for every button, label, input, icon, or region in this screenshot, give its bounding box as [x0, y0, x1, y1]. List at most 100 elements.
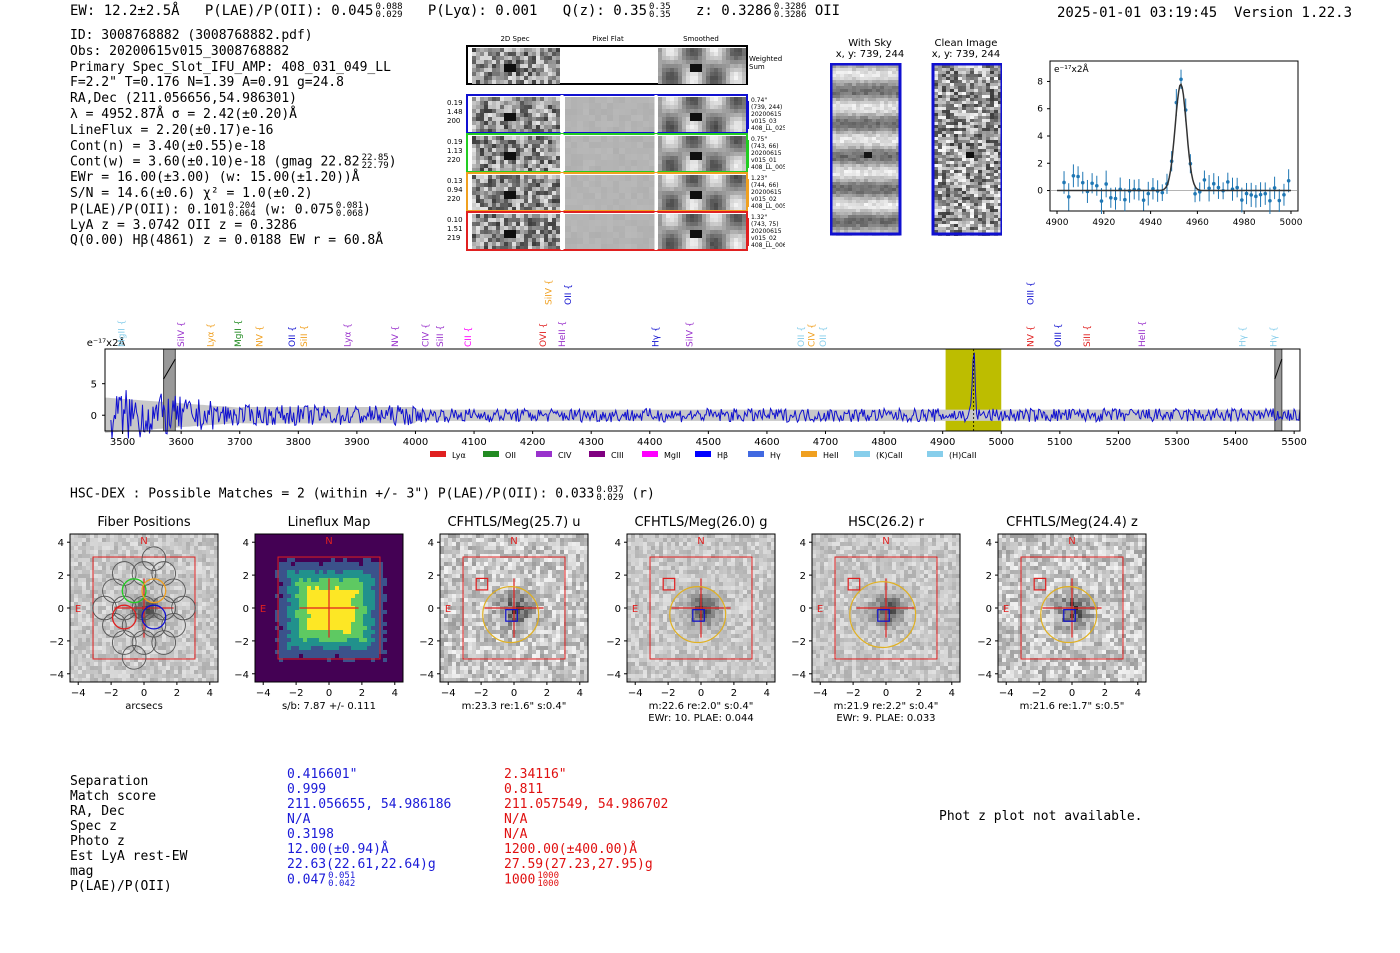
cutout-pixel	[90, 674, 94, 678]
cutout-pixel	[583, 205, 589, 211]
sky-pixel	[876, 170, 880, 173]
cutout-pixel	[730, 117, 734, 121]
clean-pixel	[994, 137, 998, 140]
clean-pixel	[938, 89, 942, 92]
cutout-pixel	[492, 72, 496, 76]
cutout-pixel	[714, 226, 718, 230]
sky-pixel	[872, 122, 876, 125]
cutout-pixel	[94, 566, 98, 570]
sky-pixel	[892, 77, 896, 80]
cutout-pixel	[619, 175, 625, 181]
sky-pixel	[884, 119, 888, 122]
cutout-pixel	[516, 121, 520, 125]
cutout-pixel	[577, 127, 583, 133]
cutout-pixel	[565, 142, 571, 148]
sky-pixel	[880, 92, 884, 95]
cutout-pixel	[528, 175, 532, 179]
clean-pixel	[950, 83, 954, 86]
spectrum-line-label: OII {	[797, 326, 807, 347]
cutout-pixel	[524, 48, 528, 52]
sky-pixel	[836, 89, 840, 92]
cutout-pixel	[607, 181, 613, 187]
sky-pixel	[832, 104, 836, 107]
clean-pixel	[986, 200, 990, 203]
clean-pixel	[978, 116, 982, 119]
cutout-pixel	[520, 218, 524, 222]
clean-image-label: Clean Image	[934, 38, 998, 49]
spectrum-xtick-label: 4700	[813, 437, 838, 448]
cutout-pixel	[682, 56, 686, 60]
clean-pixel	[966, 89, 970, 92]
sky-pixel	[836, 194, 840, 197]
cutout-pixel	[536, 64, 540, 68]
cutout-pixel	[78, 570, 82, 574]
sky-pixel	[864, 188, 868, 191]
clean-pixel	[962, 128, 966, 131]
cutout-pixel	[548, 125, 552, 129]
cutout-pixel	[625, 238, 631, 244]
sky-pixel	[852, 125, 856, 128]
cutout-pixel	[516, 168, 520, 172]
cutout-pixel	[726, 125, 730, 129]
zoom-data-point	[1193, 191, 1197, 196]
cutout-pixel	[528, 214, 532, 218]
clean-pixel	[998, 101, 1002, 104]
sky-pixel	[876, 179, 880, 182]
clean-pixel	[986, 215, 990, 218]
cutout-pixel	[678, 148, 682, 152]
sky-pixel	[868, 128, 872, 131]
cutout-pixel	[492, 203, 496, 207]
info-fit: F=2.2" T=0.176 N=1.39 A=0.91 g=24.8	[70, 75, 344, 91]
sky-pixel	[876, 185, 880, 188]
cutout-pixel	[710, 144, 714, 148]
sky-pixel	[892, 110, 896, 113]
cutout-pixel	[512, 97, 516, 101]
sky-pixel	[896, 119, 900, 122]
cutout-pixel	[520, 48, 524, 52]
zoom-data-point	[1254, 194, 1258, 199]
zoom-data-point	[1113, 196, 1118, 201]
cutout-pixel	[714, 175, 718, 179]
cutout-pixel	[686, 56, 690, 60]
cutout-pixel	[726, 226, 730, 230]
clean-pixel	[982, 206, 986, 209]
cutout-pixel	[710, 214, 714, 218]
cutout-pixel	[484, 191, 488, 195]
cutout-pixel	[710, 160, 714, 164]
cutout-pixel	[548, 136, 552, 140]
cutout-pixel	[484, 105, 488, 109]
cutout-pixel	[512, 246, 516, 250]
cutout-pixel	[670, 140, 674, 144]
sky-pixel	[888, 209, 892, 212]
clean-pixel	[986, 80, 990, 83]
clean-pixel	[962, 224, 966, 227]
cutout-pixel	[637, 187, 643, 193]
clean-pixel	[982, 143, 986, 146]
clean-pixel	[934, 167, 938, 170]
cutout-pixel	[528, 101, 532, 105]
cutout-pixel	[488, 222, 492, 226]
clean-pixel	[954, 104, 958, 107]
cutout-pixel	[94, 534, 98, 538]
clean-pixel	[994, 209, 998, 212]
sky-pixel	[836, 176, 840, 179]
sky-pixel	[888, 224, 892, 227]
cutout-pixel	[78, 578, 82, 582]
clean-pixel	[986, 152, 990, 155]
cutout-pixel	[631, 238, 637, 244]
cutout-pixel	[548, 183, 552, 187]
sky-pixel	[892, 74, 896, 77]
sky-pixel	[888, 164, 892, 167]
clean-pixel	[962, 143, 966, 146]
legend-swatch	[642, 451, 658, 457]
cutout-pixel	[512, 68, 516, 72]
clean-pixel	[942, 95, 946, 98]
cutout-row-c: 220	[447, 156, 460, 164]
cutout-pixel	[686, 175, 690, 179]
cutout-pixel	[516, 175, 520, 179]
cutout-pixel	[734, 113, 738, 117]
cutout-pixel	[698, 105, 702, 109]
cutout-pixel	[544, 80, 548, 84]
cutout-pixel	[476, 125, 480, 129]
clean-pixel	[950, 89, 954, 92]
